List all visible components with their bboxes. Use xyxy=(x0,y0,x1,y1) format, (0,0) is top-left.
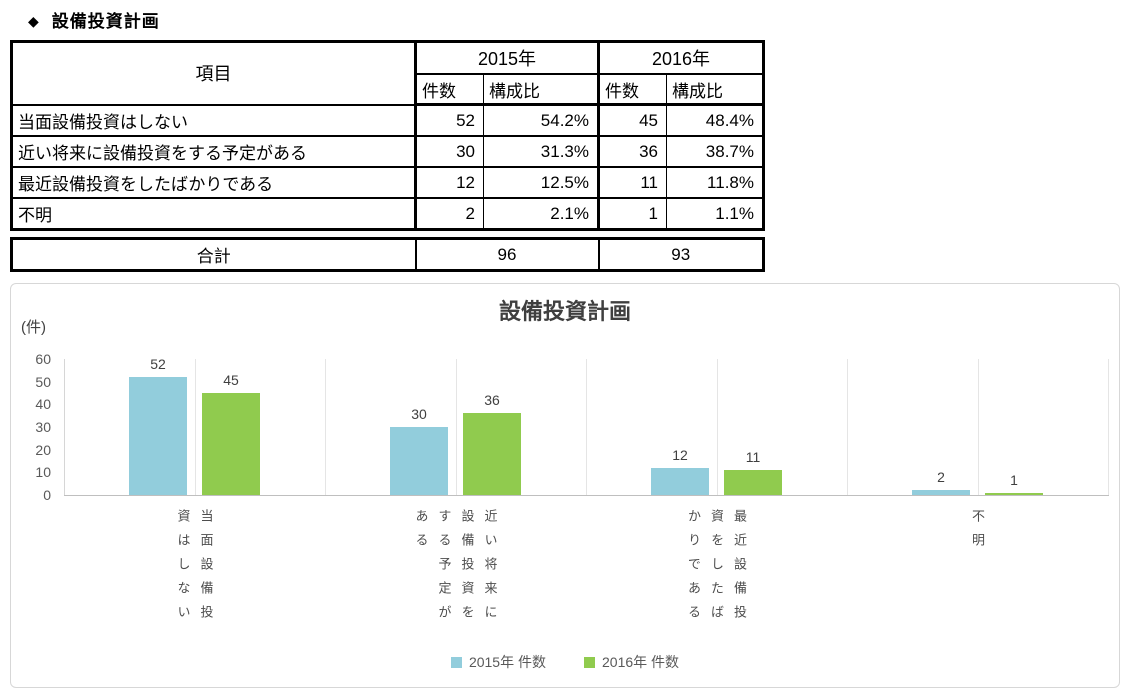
bar-value-label: 11 xyxy=(745,449,761,466)
table-total-row: 合計 96 93 xyxy=(11,238,765,271)
total-label-cell: 合計 xyxy=(11,238,417,271)
bar-chart: 設備投資計画 (件) 2015年 件数 2016年 件数 0 10 20 30 40 50 6… xyxy=(10,283,1120,688)
ratio-2016-cell: 1.1% xyxy=(666,198,764,231)
ratio-2016-cell: 38.7% xyxy=(666,136,764,168)
count-2016-cell: 1 xyxy=(598,198,667,231)
ratio-2015-cell: 31.3% xyxy=(483,136,600,168)
count-2015-cell: 2 xyxy=(415,198,484,231)
col-header-count-2016: 件数 xyxy=(598,74,667,106)
bar-value-label: 45 xyxy=(223,372,239,388)
category-label: 最近設備投資をしたばかりである xyxy=(686,509,747,629)
table-row: 不明 2 2.1% 1 1.1% xyxy=(11,198,764,231)
grid-line xyxy=(1108,359,1109,495)
y-axis-unit-label: (件) xyxy=(21,319,46,336)
grid-line xyxy=(977,359,979,495)
grid-line xyxy=(716,359,718,495)
bar-2016 xyxy=(724,470,782,495)
grid-line xyxy=(194,359,196,495)
table-subheader-row: 件数 構成比 件数 構成比 xyxy=(12,74,764,106)
count-2016-cell: 36 xyxy=(598,136,667,168)
col-header-ratio-2015: 構成比 xyxy=(483,74,600,106)
ratio-2015-cell: 12.5% xyxy=(483,167,600,199)
category-label: 不明 xyxy=(970,509,985,557)
item-label-cell: 不明 xyxy=(11,198,417,231)
table-row: 最近設備投資をしたばかりである 12 12.5% 11 11.8% xyxy=(11,167,764,199)
table-header-row: 項目 2015年 2016年 xyxy=(11,41,764,106)
diamond-bullet-icon: ◆ xyxy=(28,13,40,29)
col-header-ratio-2016: 構成比 xyxy=(666,74,764,106)
ratio-2015-cell: 2.1% xyxy=(483,198,600,231)
category-label: 当面設備投資はしない xyxy=(175,509,214,629)
chart-legend: 2015年 件数 2016年 件数 xyxy=(11,652,1119,672)
legend-label: 2016年 件数 xyxy=(602,654,680,670)
y-tick-label: 0 xyxy=(43,487,51,503)
legend-label: 2015年 件数 xyxy=(468,654,546,670)
count-2016-cell: 11 xyxy=(598,167,667,199)
bar-2016 xyxy=(463,413,521,495)
page-title-text: 設備投資計画 xyxy=(51,12,160,31)
y-tick-label: 40 xyxy=(35,396,51,413)
bar-value-label: 1 xyxy=(1010,471,1018,488)
ratio-2016-cell: 48.4% xyxy=(666,104,764,137)
bar-value-label: 12 xyxy=(672,446,688,463)
bar-value-label: 2 xyxy=(937,469,945,486)
total-row: 合計 96 93 xyxy=(10,237,765,272)
col-header-2015: 2015年 xyxy=(415,41,600,75)
count-2015-cell: 52 xyxy=(415,104,484,137)
bar-value-label: 52 xyxy=(150,356,166,373)
col-header-2016: 2016年 xyxy=(598,41,764,75)
bar-value-label: 36 xyxy=(484,392,500,409)
item-label-cell: 当面設備投資はしない xyxy=(11,104,417,137)
table-row: 近い将来に設備投資をする予定がある 30 31.3% 36 38.7% xyxy=(11,136,764,168)
ratio-2016-cell: 11.8% xyxy=(666,167,764,199)
page-title: ◆ 設備投資計画 xyxy=(28,7,160,32)
y-tick-label: 20 xyxy=(35,441,51,458)
ratio-2015-cell: 54.2% xyxy=(483,104,600,137)
count-2015-cell: 30 xyxy=(415,136,484,168)
count-2016-cell: 45 xyxy=(598,104,667,137)
grid-line xyxy=(847,359,848,495)
bar-2015 xyxy=(390,427,448,495)
bar-2015 xyxy=(651,467,709,495)
y-tick-label: 60 xyxy=(35,351,51,367)
col-header-count-2015: 件数 xyxy=(415,74,484,106)
y-tick-label: 50 xyxy=(35,373,51,390)
total-2015-cell: 96 xyxy=(415,238,600,271)
total-2016-cell: 93 xyxy=(598,238,765,271)
grid-line xyxy=(64,359,65,495)
y-tick-label: 30 xyxy=(35,419,51,435)
bar-value-label: 30 xyxy=(411,406,427,422)
y-tick-label: 10 xyxy=(35,464,51,481)
bar-2015 xyxy=(912,490,970,495)
grid-line xyxy=(586,359,587,495)
bar-2016 xyxy=(985,492,1043,495)
legend-item: 2015年 件数 xyxy=(450,652,546,672)
chart-title: 設備投資計画 xyxy=(498,299,631,324)
investment-table: 項目 2015年 2016年 件数 構成比 件数 構成比 当面設備投資はしない … xyxy=(10,40,765,231)
col-header-item: 項目 xyxy=(11,41,417,106)
legend-swatch-icon xyxy=(450,656,462,668)
grid-line xyxy=(325,359,326,495)
bar-2016 xyxy=(202,393,260,495)
grid-line xyxy=(455,359,457,495)
table-row: 当面設備投資はしない 52 54.2% 45 48.4% xyxy=(11,104,764,137)
bar-2015 xyxy=(129,377,187,495)
count-2015-cell: 12 xyxy=(415,167,484,199)
x-axis-line xyxy=(64,495,1109,496)
legend-item: 2016年 件数 xyxy=(584,652,679,672)
legend-swatch-icon xyxy=(584,656,595,668)
category-label: 近い将来に設備投資をする予定がある xyxy=(413,509,498,629)
item-label-cell: 近い将来に設備投資をする予定がある xyxy=(11,136,417,168)
item-label-cell: 最近設備投資をしたばかりである xyxy=(11,167,417,199)
